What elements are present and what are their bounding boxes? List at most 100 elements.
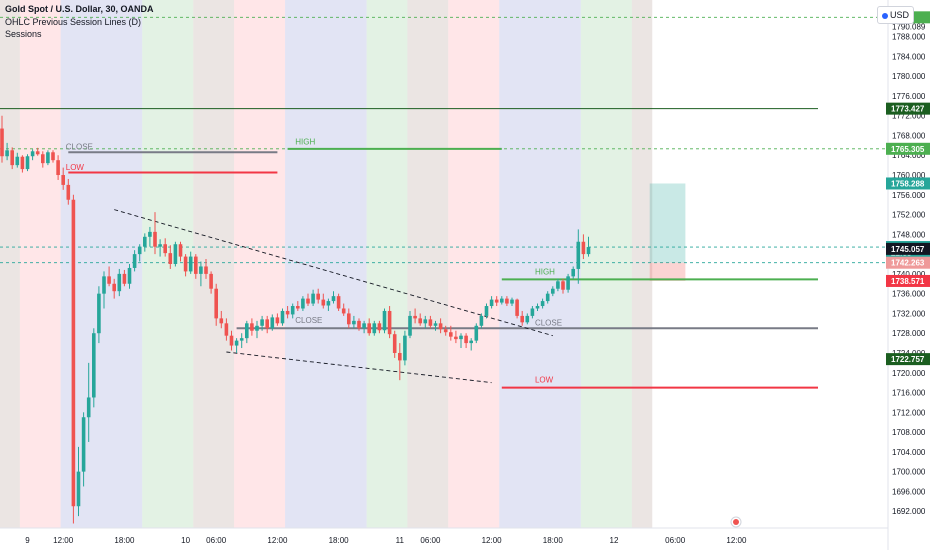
- price-tick-label: 1784.000: [892, 52, 926, 61]
- position-stop-zone: [649, 262, 686, 281]
- time-tick-label: 12:00: [267, 536, 288, 545]
- candle: [459, 333, 463, 349]
- candle: [515, 298, 519, 319]
- candle: [66, 178, 71, 205]
- candle: [5, 142, 9, 161]
- position-target-zone: [649, 183, 686, 263]
- price-badge-text: 1722.757: [891, 355, 925, 364]
- candle-body: [403, 335, 407, 361]
- price-badge-bg: [886, 274, 930, 287]
- candle-body: [137, 246, 142, 255]
- candle: [372, 320, 377, 336]
- candle: [153, 212, 157, 255]
- time-tick-label: 06:00: [206, 536, 227, 545]
- candle: [443, 325, 448, 336]
- candle: [454, 330, 458, 344]
- session-band: [580, 0, 632, 528]
- candle: [347, 308, 351, 329]
- candle-body: [377, 323, 382, 331]
- candle: [540, 298, 545, 309]
- candle: [280, 308, 285, 326]
- candle-body: [423, 319, 428, 324]
- candle: [489, 296, 494, 309]
- candle-body: [362, 323, 366, 329]
- time-tick-label: 12: [610, 536, 619, 545]
- candle: [479, 313, 484, 329]
- indicator-ohlc-label[interactable]: OHLC Previous Session Lines (D): [5, 17, 142, 27]
- candle-body: [204, 266, 208, 274]
- candle: [76, 446, 81, 517]
- candle: [362, 320, 366, 334]
- candle: [586, 236, 591, 257]
- candle-body: [66, 184, 71, 200]
- candle-body: [484, 306, 489, 316]
- candle: [428, 315, 433, 329]
- candle: [566, 273, 570, 293]
- candle: [551, 286, 555, 297]
- candle-body: [525, 315, 530, 323]
- candle-body: [46, 152, 50, 164]
- price-badge-text: 1745.057: [891, 245, 925, 254]
- price-tick-label: 1772.000: [892, 112, 926, 121]
- candle-body: [209, 273, 213, 289]
- candle-body: [489, 299, 494, 307]
- candle: [20, 155, 25, 173]
- candle-body: [61, 175, 65, 185]
- candle: [56, 155, 60, 180]
- candle-body: [219, 318, 224, 324]
- price-tick-label: 1790.089: [892, 22, 926, 31]
- candle: [229, 330, 234, 351]
- candle-body: [459, 335, 463, 340]
- session-band: [193, 0, 235, 528]
- price-tick-label: 1704.000: [892, 448, 926, 457]
- price-badge-text: 1758.288: [891, 179, 925, 188]
- candle: [270, 314, 275, 331]
- candle-body: [576, 241, 581, 269]
- candle-body: [173, 244, 178, 264]
- price-axis-badge: 1745.057: [886, 242, 930, 255]
- time-tick-label: 06:00: [420, 536, 441, 545]
- time-tick-label: 11: [396, 536, 405, 545]
- candle-body: [224, 323, 229, 336]
- price-badge-bg: [886, 102, 930, 115]
- candle: [188, 251, 193, 274]
- candle: [107, 266, 111, 287]
- candle-body: [443, 329, 448, 333]
- candle: [500, 296, 504, 305]
- price-badge-bg: [886, 353, 930, 366]
- candle-body: [10, 150, 14, 166]
- session-band: [234, 0, 286, 528]
- candle-body: [464, 335, 468, 344]
- candle: [505, 296, 509, 307]
- candle-body: [556, 281, 560, 289]
- candle-body: [76, 471, 81, 507]
- candle-body: [148, 231, 152, 237]
- candle-body: [392, 334, 397, 353]
- candle: [97, 286, 101, 344]
- indicator-sessions-label[interactable]: Sessions: [5, 29, 42, 39]
- candle: [403, 330, 407, 366]
- candle-body: [285, 310, 290, 315]
- candle: [163, 238, 167, 257]
- session-band: [448, 0, 500, 528]
- candle: [398, 343, 402, 381]
- candle-body: [301, 298, 305, 309]
- currency-button[interactable]: USD: [876, 6, 914, 24]
- candle: [367, 318, 371, 336]
- candle-body: [239, 338, 244, 341]
- candle: [413, 308, 417, 324]
- candle-body: [178, 244, 183, 257]
- price-tick-label: 1740.000: [892, 270, 926, 279]
- candle: [46, 150, 50, 166]
- candle-body: [520, 315, 524, 323]
- candle-body: [551, 288, 555, 294]
- candle: [86, 362, 91, 442]
- candle-body: [214, 288, 218, 319]
- candle-body: [571, 268, 575, 277]
- candle-body: [413, 315, 417, 319]
- price-badge-bg: [886, 142, 930, 155]
- candle-body: [540, 301, 545, 307]
- candle-body: [107, 276, 111, 284]
